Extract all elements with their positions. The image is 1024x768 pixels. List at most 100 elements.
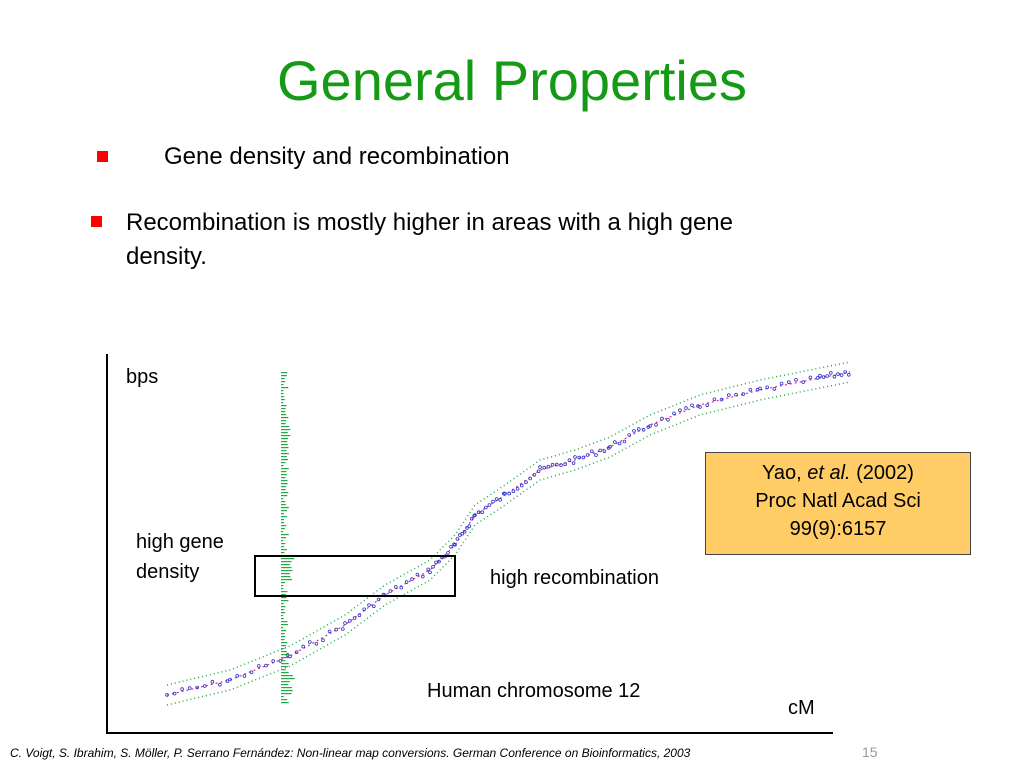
gene-density-bar [281, 552, 285, 554]
marker-point [449, 544, 453, 549]
gene-density-bar [281, 420, 287, 422]
marker-point [801, 380, 805, 384]
marker-point [334, 627, 339, 632]
citation-etal: et al. [807, 462, 851, 484]
gene-density-bar [281, 453, 289, 455]
marker-point [571, 461, 576, 465]
gene-density-bar [281, 657, 289, 659]
marker-point [589, 449, 594, 454]
marker-point [632, 429, 636, 433]
citation-box: Yao, et al. (2002) Proc Natl Acad Sci 99… [705, 452, 971, 555]
marker-point [794, 377, 798, 382]
gene-density-bar [281, 570, 293, 572]
marker-point [734, 392, 738, 397]
marker-point [462, 529, 467, 534]
gene-density-bar [281, 675, 293, 677]
marker-point [235, 673, 240, 678]
marker-point [563, 462, 567, 467]
marker-point [617, 441, 622, 446]
footer-reference: C. Voigt, S. Ibrahim, S. Möller, P. Serr… [10, 746, 691, 760]
marker-point [501, 491, 506, 496]
marker-point [327, 629, 332, 634]
marker-point [288, 654, 292, 659]
marker-point [573, 455, 577, 459]
gene-density-bar [281, 606, 286, 608]
marker-point [210, 679, 215, 684]
marker-point [836, 372, 840, 376]
marker-point [256, 664, 261, 668]
marker-point [678, 408, 682, 413]
marker-point [437, 559, 441, 564]
marker-point [705, 403, 709, 408]
marker-point [264, 663, 268, 668]
marker-point [554, 462, 559, 467]
marker-point [786, 380, 791, 385]
marker-point [511, 489, 516, 494]
marker-point [503, 491, 507, 496]
gene-density-bar [281, 615, 284, 617]
gene-density-bar [281, 651, 287, 653]
marker-point [608, 444, 612, 449]
gene-density-bar [281, 489, 286, 491]
marker-point [367, 603, 371, 607]
marker-point [808, 375, 813, 380]
marker-point [581, 455, 586, 460]
gene-density-bar [281, 639, 285, 641]
gene-density-bar [281, 462, 286, 464]
marker-point [399, 585, 404, 590]
gene-density-bar [281, 642, 288, 644]
gene-density-bar [281, 429, 291, 431]
marker-point [818, 373, 822, 378]
bullet-text-2-cont: density. [126, 243, 207, 270]
marker-point [187, 686, 192, 690]
gene-density-bar [281, 495, 288, 497]
gene-density-bar [281, 594, 286, 596]
gene-density-bar [281, 693, 292, 695]
highlight-box [254, 555, 456, 597]
marker-point [357, 613, 362, 617]
marker-point [294, 650, 299, 654]
marker-point [519, 483, 524, 488]
gene-density-bar [281, 636, 286, 638]
marker-point [472, 513, 477, 518]
gene-density-bar [281, 699, 288, 701]
bullet-text-2: Recombination is mostly higher in areas … [126, 209, 733, 236]
gene-density-bar [281, 543, 286, 545]
marker-point [218, 682, 222, 687]
marker-point [352, 616, 357, 620]
marker-point [666, 417, 670, 422]
gene-density-bar [281, 465, 284, 467]
marker-point [434, 560, 438, 565]
gene-density-bar [281, 450, 287, 452]
gene-density-bar [281, 384, 284, 386]
y-axis-label: bps [126, 366, 159, 388]
gene-density-bar [281, 627, 284, 629]
marker-point [314, 641, 319, 646]
marker-point [431, 564, 435, 569]
citation-authors: Yao, [762, 462, 808, 484]
marker-point [684, 406, 688, 410]
gene-density-bar [281, 441, 288, 443]
gene-density-bar [281, 561, 292, 563]
marker-point [415, 572, 420, 577]
gene-density-bar [281, 549, 287, 551]
marker-point [453, 542, 457, 547]
gene-density-bar [281, 435, 291, 437]
citation-line3: 99(9):6157 [789, 518, 887, 540]
gene-density-bar [281, 501, 286, 503]
gene-density-bar [281, 666, 288, 668]
gene-density-bar [281, 645, 286, 647]
marker-point [426, 567, 431, 572]
annotation-gene-density-line2: density [136, 561, 200, 583]
marker-point [550, 462, 555, 467]
marker-point [546, 464, 551, 469]
gene-density-bar [281, 405, 287, 407]
gene-density-bar [281, 528, 285, 530]
marker-point [748, 387, 753, 392]
gene-density-bar [281, 633, 285, 635]
marker-point [598, 448, 602, 453]
marker-point [602, 449, 607, 454]
marker-point [476, 510, 481, 515]
gene-density-bar [281, 492, 289, 494]
gene-density-bar [281, 678, 295, 680]
